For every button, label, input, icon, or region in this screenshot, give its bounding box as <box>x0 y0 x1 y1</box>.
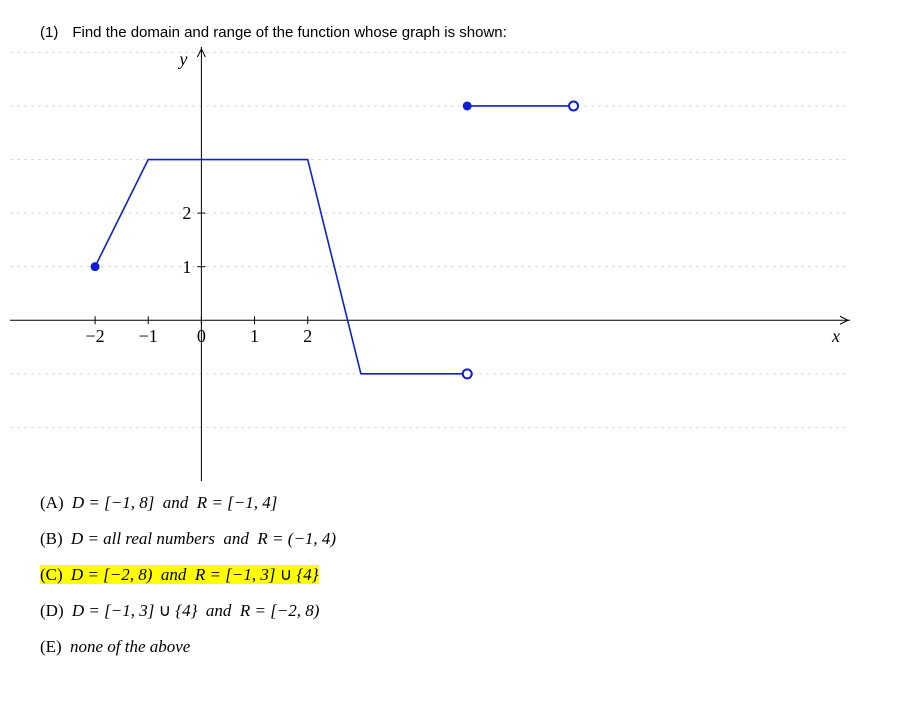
option-e: (E) none of the above <box>40 637 894 657</box>
option-d: (D) D = [−1, 3] ∪ {4} and R = [−2, 8) <box>40 601 894 621</box>
option-c-text: D = [−2, 8) and R = [−1, 3] ∪ {4} <box>71 565 319 584</box>
answer-options: (A) D = [−1, 8] and R = [−1, 4] (B) D = … <box>40 493 894 657</box>
question-body: Find the domain and range of the functio… <box>72 24 506 41</box>
option-b-text: D = all real numbers and R = (−1, 4) <box>71 529 336 548</box>
question-text: (1) Find the domain and range of the func… <box>40 24 894 41</box>
question-number: (1) <box>40 24 58 41</box>
option-c: (C) D = [−2, 8) and R = [−1, 3] ∪ {4} <box>40 565 894 585</box>
option-a-text: D = [−1, 8] and R = [−1, 4] <box>72 493 278 512</box>
option-b: (B) D = all real numbers and R = (−1, 4) <box>40 529 894 549</box>
option-d-letter: (D) <box>40 601 64 620</box>
option-a-letter: (A) <box>40 493 64 512</box>
graph-svg <box>10 47 850 481</box>
function-graph: −2−101212yx <box>10 47 850 481</box>
option-e-letter: (E) <box>40 637 62 656</box>
option-b-letter: (B) <box>40 529 63 548</box>
option-c-letter: (C) <box>40 565 63 584</box>
option-e-text: none of the above <box>70 637 190 656</box>
option-d-text: D = [−1, 3] ∪ {4} and R = [−2, 8) <box>72 601 320 620</box>
option-a: (A) D = [−1, 8] and R = [−1, 4] <box>40 493 894 513</box>
option-c-highlight: (C) D = [−2, 8) and R = [−1, 3] ∪ {4} <box>40 565 319 584</box>
